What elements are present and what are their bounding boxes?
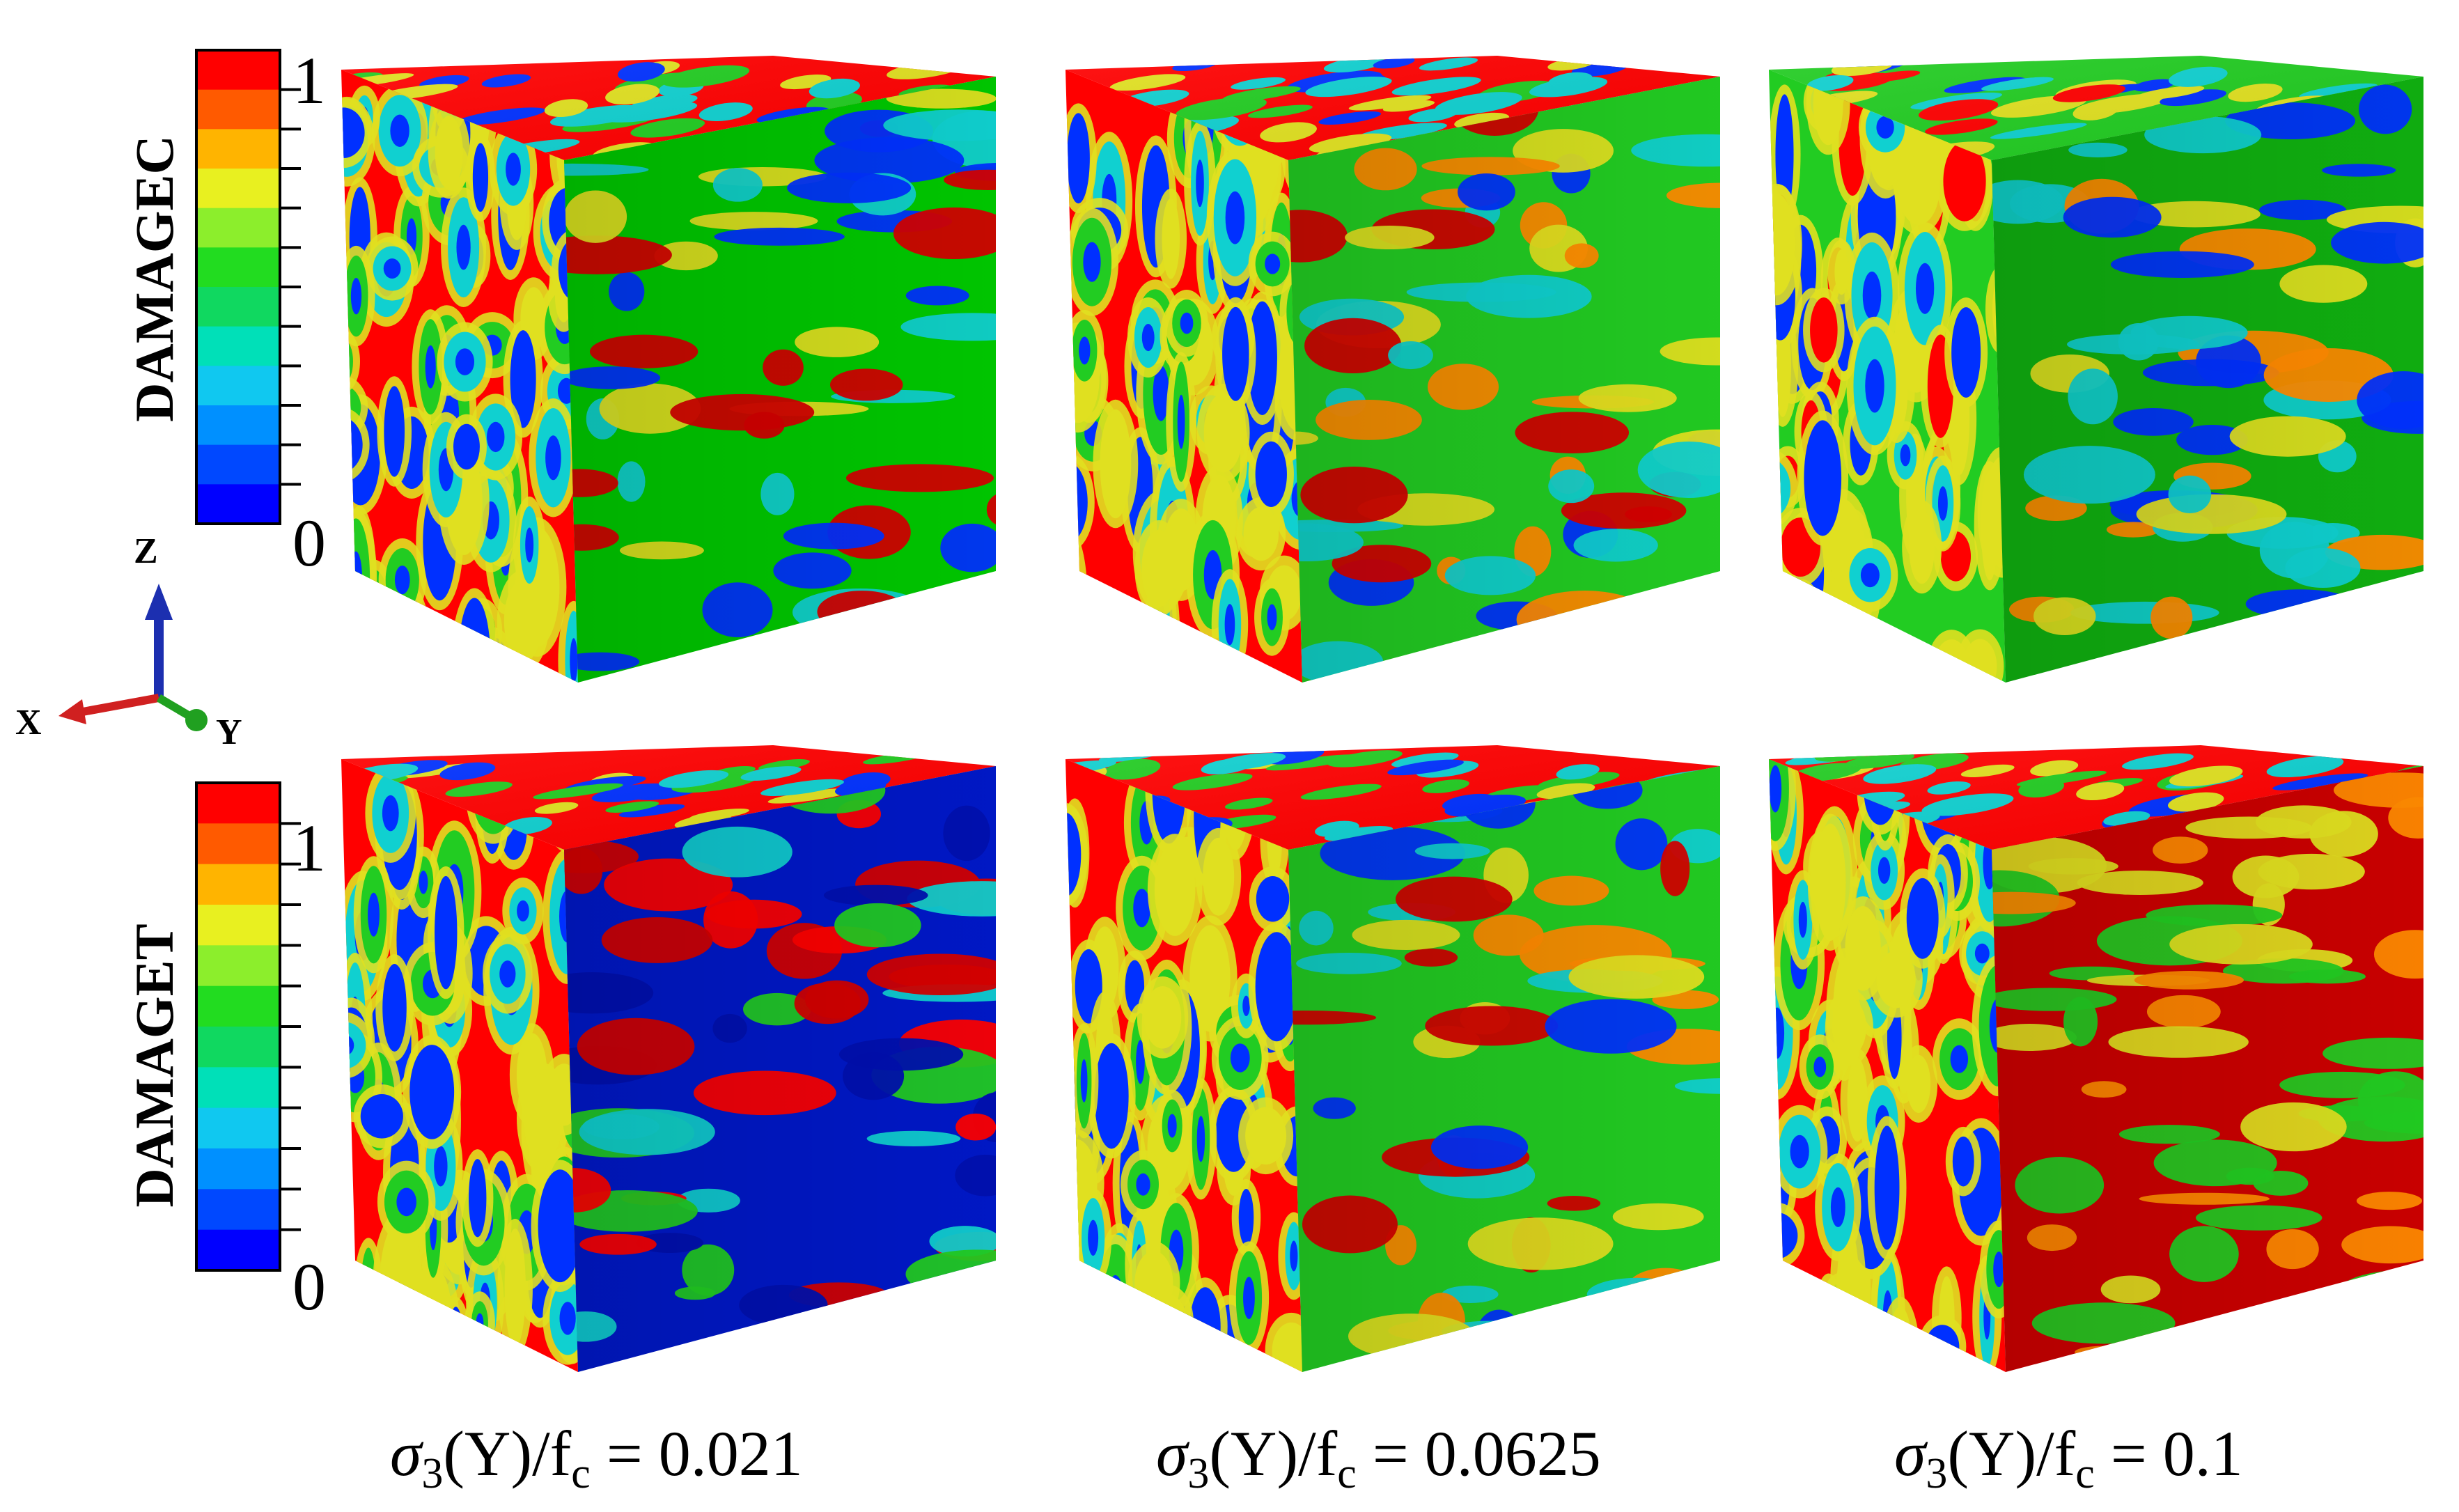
damage-cube: [1065, 56, 1720, 683]
legend-max-label-damagec: 1: [292, 43, 326, 118]
damage-cube: [341, 56, 996, 683]
cube-left-face: [1769, 759, 2006, 1372]
sigma-symbol: σ: [390, 1418, 424, 1489]
colorbar-damaget: [195, 781, 301, 1272]
colorbar-segment: [196, 405, 280, 446]
colorbar-segment: [196, 129, 280, 169]
colorbar-segment: [196, 208, 280, 248]
colorbar-segment: [196, 326, 280, 366]
colorbar-segment: [196, 1067, 280, 1109]
ratio-value: = 0.021: [591, 1418, 803, 1489]
fc-subscript: c: [2075, 1450, 2095, 1497]
colorbar-segment: [196, 945, 280, 987]
x-axis-line: [74, 694, 160, 717]
colorbar-segment: [196, 50, 280, 91]
fc-subscript: c: [1337, 1450, 1357, 1497]
y-axis-arrowhead: [185, 709, 208, 731]
colorbar-segment: [196, 985, 280, 1027]
column-label-3: σ3(Y)/fc = 0.1: [1894, 1418, 2243, 1497]
x-axis-label: X: [15, 703, 42, 742]
damage-cube: [1769, 745, 2423, 1372]
right-face-shading: [1992, 77, 2423, 683]
colorbar-segment: [196, 247, 280, 288]
right-face-shading: [564, 766, 996, 1372]
top-face-shading: [1769, 745, 2423, 850]
cube-left-face: [1065, 70, 1302, 683]
column-label-2: σ3(Y)/fc = 0.0625: [1156, 1418, 1601, 1497]
colorbar-segment: [196, 1027, 280, 1068]
column-labels: σ3(Y)/fc = 0.021 σ3(Y)/fc = 0.0625 σ3(Y)…: [390, 1418, 2243, 1497]
cube-left-face: [1769, 70, 2006, 683]
colorbar-segment: [196, 905, 280, 946]
colorbar-segment: [196, 783, 280, 824]
colorbar-segment: [196, 864, 280, 905]
colorbar-segment: [196, 484, 280, 524]
right-face-shading: [564, 77, 996, 683]
right-face-shading: [1992, 766, 2423, 1372]
ratio-value: = 0.1: [2095, 1418, 2243, 1489]
sigma-subscript: 3: [1926, 1450, 1947, 1497]
y-axis-label: Y: [216, 712, 242, 752]
cube-grid: [341, 56, 2423, 1372]
ratio-text: (Y)/f: [1947, 1418, 2075, 1489]
x-axis-arrowhead: [58, 699, 86, 724]
colorbar-segment: [196, 1229, 280, 1271]
colorbar-segment: [196, 444, 280, 485]
sigma-symbol: σ: [1894, 1418, 1928, 1489]
top-face-shading: [341, 56, 996, 160]
axis-triad: Z X Y: [15, 531, 242, 752]
colorbar-segment: [196, 1107, 280, 1149]
colorbar-frame: [195, 781, 281, 1272]
legend-min-label-damagec: 0: [292, 506, 326, 580]
colorbar-segment: [196, 1148, 280, 1190]
damage-cube: [1065, 745, 1720, 1372]
right-face-shading: [1288, 77, 1720, 683]
right-face-shading: [1288, 766, 1720, 1372]
column-label-1: σ3(Y)/fc = 0.021: [390, 1418, 803, 1497]
colorbar-segment: [196, 287, 280, 327]
ratio-value: = 0.0625: [1357, 1418, 1601, 1489]
ratio-text: (Y)/f: [1209, 1418, 1337, 1489]
top-face-shading: [1769, 56, 2423, 160]
damage-cube: [341, 745, 996, 1372]
top-face-shading: [1065, 745, 1720, 850]
colorbar-segment: [196, 1189, 280, 1231]
fc-subscript: c: [571, 1450, 591, 1497]
legend-min-label-damaget: 0: [292, 1249, 326, 1324]
y-axis-line: [156, 694, 192, 720]
sigma-subscript: 3: [1187, 1450, 1209, 1497]
ratio-text: (Y)/f: [443, 1418, 571, 1489]
colorbar-segment: [196, 366, 280, 406]
colorbar-segment: [196, 169, 280, 209]
sigma-symbol: σ: [1156, 1418, 1190, 1489]
z-axis-arrowhead: [145, 584, 173, 620]
z-axis-label: Z: [134, 531, 158, 571]
legend-title-damagec: DAMAGEC: [124, 135, 185, 422]
legend-damagec: DAMAGEC 1 0: [124, 43, 326, 580]
legend-damaget: DAMAGET 1 0: [124, 781, 326, 1324]
top-face-shading: [341, 745, 996, 850]
damage-cube: [1769, 56, 2423, 683]
legend-title-damaget: DAMAGET: [124, 923, 185, 1207]
colorbar-segment: [196, 89, 280, 130]
colorbar-damagec: [195, 49, 301, 525]
colorbar-segment: [196, 823, 280, 865]
sigma-subscript: 3: [421, 1450, 443, 1497]
legend-max-label-damaget: 1: [292, 811, 326, 885]
top-face-shading: [1065, 56, 1720, 160]
colorbar-frame: [195, 49, 281, 525]
